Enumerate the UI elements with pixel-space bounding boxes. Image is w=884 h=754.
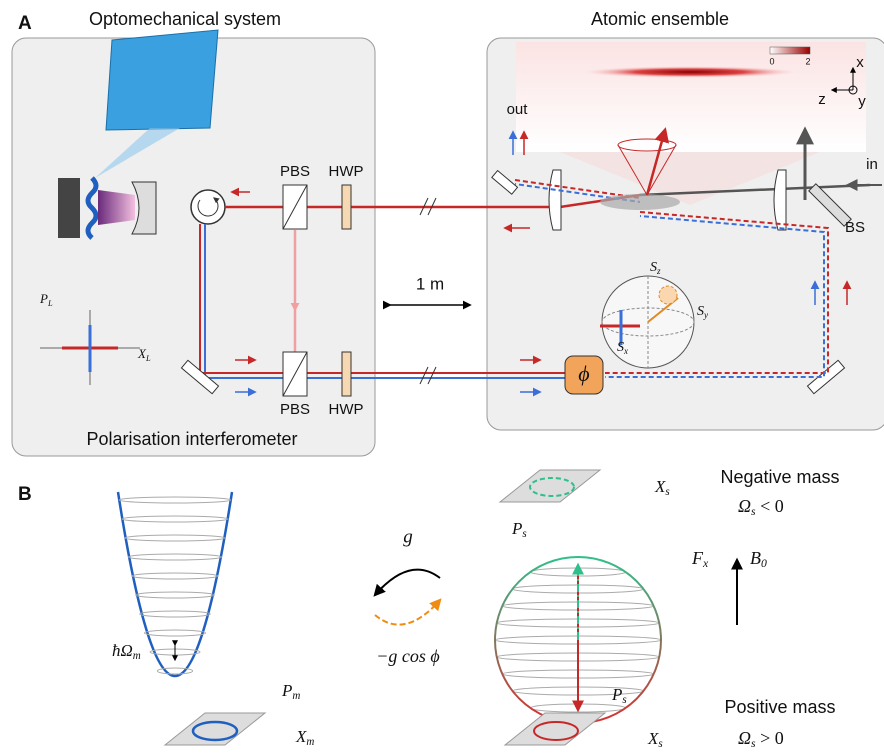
section-title: Atomic ensemble <box>591 9 729 29</box>
energy-level <box>125 535 225 541</box>
math-label: Xs <box>647 729 663 750</box>
axis-label: y <box>858 93 866 110</box>
subscript: L <box>145 353 151 363</box>
panel-b-layout <box>118 470 737 745</box>
axis-label: z <box>818 91 826 108</box>
panel-a-layout <box>12 30 884 456</box>
energy-level <box>119 497 231 503</box>
subscript: x <box>702 557 709 570</box>
symbol: Ω <box>738 728 751 748</box>
energy-level <box>136 592 215 598</box>
subscript: s <box>658 738 662 750</box>
energy-level <box>128 554 221 560</box>
component-label: HWP <box>329 401 364 418</box>
component-label: PBS <box>280 401 310 418</box>
colorbar-tick: 0 <box>769 56 774 66</box>
math-label: Xm <box>295 727 314 748</box>
symbol: S <box>697 304 704 319</box>
math-label: Ωs < 0 <box>738 496 784 518</box>
subscript: m <box>133 650 141 662</box>
panel-label: A <box>18 13 32 34</box>
distance-label: 1 m <box>416 274 444 293</box>
math-label: Ps <box>511 519 527 540</box>
symbol: ħΩ <box>112 641 133 660</box>
math-label: Fx <box>691 548 709 570</box>
symbol: P <box>511 519 522 538</box>
component-label: HWP <box>329 163 364 180</box>
symbol: X <box>647 729 659 748</box>
math-label: Pm <box>281 681 300 702</box>
subscript: 0 <box>761 557 767 570</box>
symbol: X <box>654 477 666 496</box>
energy-level <box>157 668 192 674</box>
section-title: Optomechanical system <box>89 9 281 29</box>
regime-title: Positive mass <box>724 697 835 717</box>
math-label: B0 <box>750 548 767 570</box>
symbol: P <box>39 291 48 306</box>
panel-label: B <box>18 484 32 505</box>
port-label: in <box>866 156 878 173</box>
figure: A Optomechanical system Atomic ensemble out… <box>0 0 884 754</box>
subscript: x <box>623 346 628 356</box>
subscript: m <box>292 690 300 702</box>
subscript: s <box>622 694 626 706</box>
relation: < 0 <box>756 496 784 516</box>
energy-level <box>144 630 205 636</box>
axis-label: x <box>856 54 864 71</box>
symbol: S <box>617 340 624 355</box>
subscript: m <box>306 736 314 748</box>
subscript: s <box>522 528 526 540</box>
energy-level <box>140 611 211 617</box>
math-label: ħΩm <box>112 641 141 662</box>
subscript: s <box>665 486 669 498</box>
energy-level <box>132 573 219 579</box>
section-title: Polarisation interferometer <box>86 429 297 449</box>
subscript: L <box>47 298 53 308</box>
phase-symbol: ϕ <box>578 361 589 386</box>
energy-level <box>122 516 228 522</box>
colorbar-tick: 2 <box>805 56 810 66</box>
symbol: P <box>281 681 292 700</box>
symbol: Ω <box>738 496 751 516</box>
symbol: X <box>295 727 307 746</box>
component-label: BS <box>845 219 865 236</box>
math-label: Xs <box>654 477 670 498</box>
relation: > 0 <box>756 728 784 748</box>
math-label: Ωs > 0 <box>738 728 784 750</box>
port-label: out <box>507 101 529 118</box>
symbol: P <box>611 685 622 704</box>
subscript: z <box>656 266 661 276</box>
coupling-label: −g cos ϕ <box>376 646 439 666</box>
symbol: B <box>750 548 761 568</box>
symbol: S <box>650 260 657 275</box>
coupling-label: g <box>403 526 413 547</box>
regime-title: Negative mass <box>720 467 839 487</box>
component-label: PBS <box>280 163 310 180</box>
